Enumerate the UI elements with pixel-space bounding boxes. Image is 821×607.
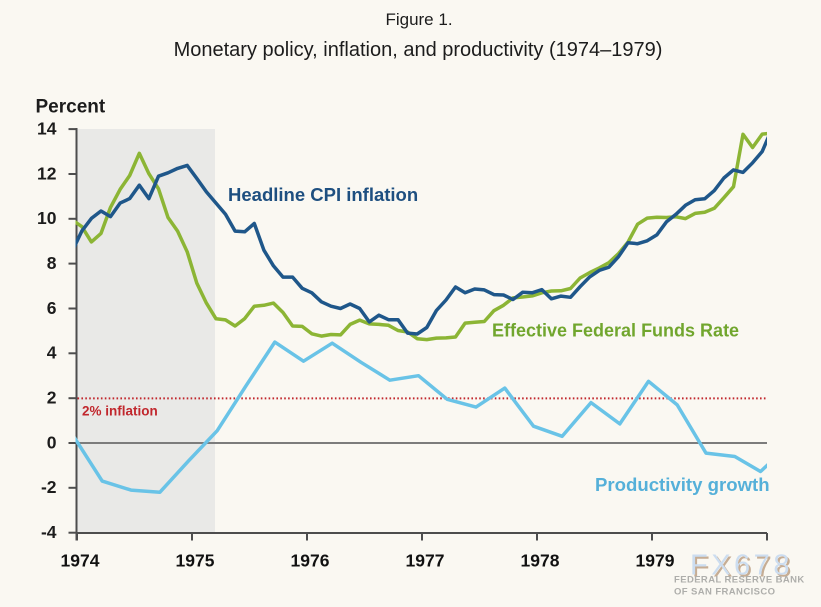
svg-text:-4: -4 bbox=[41, 522, 57, 542]
svg-text:1979: 1979 bbox=[636, 551, 675, 571]
svg-text:8: 8 bbox=[47, 253, 57, 273]
svg-text:Figure 1.: Figure 1. bbox=[385, 10, 452, 29]
svg-text:1976: 1976 bbox=[291, 551, 330, 571]
svg-text:FX678: FX678 bbox=[692, 552, 795, 584]
svg-text:1978: 1978 bbox=[521, 551, 560, 571]
svg-text:Headline CPI inflation: Headline CPI inflation bbox=[228, 184, 418, 205]
svg-text:14: 14 bbox=[37, 118, 57, 138]
svg-text:Effective Federal Funds Rate: Effective Federal Funds Rate bbox=[492, 321, 739, 341]
svg-text:OF SAN FRANCISCO: OF SAN FRANCISCO bbox=[674, 587, 775, 598]
svg-text:Productivity growth: Productivity growth bbox=[595, 474, 770, 495]
svg-text:12: 12 bbox=[37, 163, 57, 183]
svg-text:2% inflation: 2% inflation bbox=[82, 404, 158, 419]
svg-text:Monetary policy, inflation, an: Monetary policy, inflation, and producti… bbox=[174, 39, 663, 61]
svg-text:2: 2 bbox=[47, 388, 57, 408]
svg-text:FEDERAL RESERVE BANK: FEDERAL RESERVE BANK bbox=[674, 575, 805, 586]
svg-text:10: 10 bbox=[37, 208, 57, 228]
svg-text:1977: 1977 bbox=[406, 551, 445, 571]
svg-text:0: 0 bbox=[47, 432, 57, 452]
svg-text:FX678: FX678 bbox=[690, 550, 793, 582]
svg-text:6: 6 bbox=[47, 298, 57, 318]
svg-text:1974: 1974 bbox=[61, 551, 100, 571]
svg-text:Percent: Percent bbox=[36, 97, 106, 118]
svg-text:4: 4 bbox=[47, 343, 57, 363]
svg-text:-2: -2 bbox=[41, 477, 57, 497]
svg-text:1975: 1975 bbox=[176, 551, 215, 571]
